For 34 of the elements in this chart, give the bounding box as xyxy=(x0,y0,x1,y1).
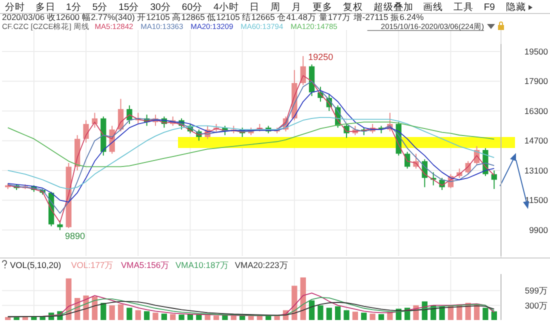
text: 5分 xyxy=(92,1,108,13)
text: 4小时 xyxy=(214,1,239,13)
text: 工具 xyxy=(453,2,474,13)
y-tick-label: 14700 xyxy=(524,136,548,146)
y-tick-label: 9900 xyxy=(529,224,548,235)
text: 多日 xyxy=(36,1,56,13)
text: 1分 xyxy=(66,1,82,13)
y-tick-label: 16300 xyxy=(524,106,548,116)
series-label: VOL:177万 xyxy=(71,260,114,270)
y-tick-label: 300万 xyxy=(524,300,548,310)
text: 30分 xyxy=(150,1,171,13)
text: 画线 xyxy=(422,1,443,13)
y-tick-label: 599万 xyxy=(524,286,548,296)
annotation: 9890 xyxy=(64,231,85,242)
chart-subtitle: 2020/03/06 收12600 幅2.77%(340) 开12105 高12865 低12105 结12665 仓41.48万 量177万 增-27115 振6.24% xyxy=(2,12,424,22)
chart-title: VOL(5,10,20) xyxy=(10,260,62,270)
text: 分时 xyxy=(5,1,25,13)
text: 月 xyxy=(291,2,302,13)
annotation: 19250 xyxy=(308,52,334,62)
text: 60分 xyxy=(182,1,202,13)
text: VMA20:223万 xyxy=(234,260,288,270)
text: 周 xyxy=(270,2,280,13)
text: VMA10:187万 xyxy=(176,260,229,270)
text: 隐藏 xyxy=(506,1,526,13)
text: 更多 xyxy=(312,1,332,13)
text: 复权 xyxy=(342,1,363,13)
text: 超级叠加 xyxy=(373,1,414,13)
y-tick-label: 17900 xyxy=(524,76,548,86)
text: 15分 xyxy=(118,1,140,13)
y-tick-label: 19500 xyxy=(524,46,548,56)
y-tick-label: 13100 xyxy=(524,165,548,176)
text: VMA5:156万 xyxy=(120,260,170,270)
text: 日 xyxy=(249,2,260,13)
text: F9 xyxy=(484,2,495,13)
